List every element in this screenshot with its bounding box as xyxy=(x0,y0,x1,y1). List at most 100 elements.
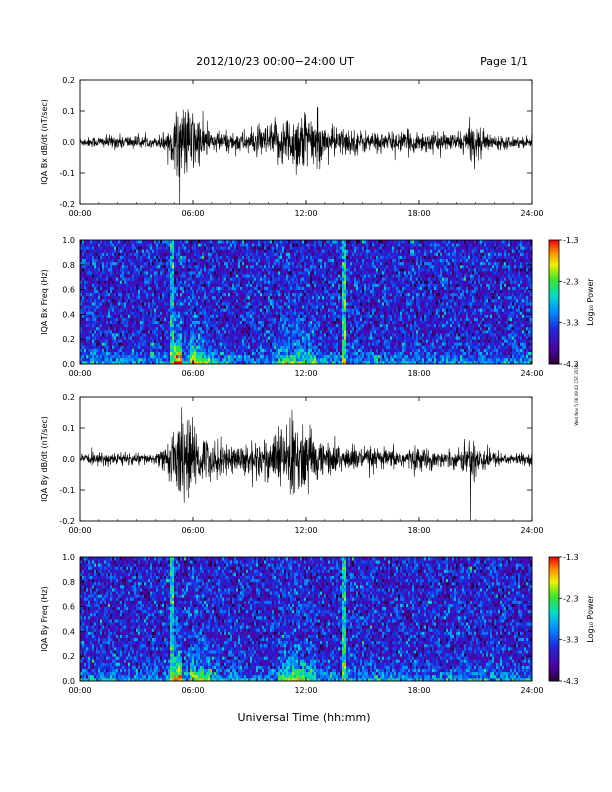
heatmap-cell xyxy=(206,360,209,365)
heatmap-cell xyxy=(156,326,159,331)
heatmap-cell xyxy=(196,264,199,269)
heatmap-cell xyxy=(128,314,131,318)
heatmap-cell xyxy=(150,292,153,297)
heatmap-cell xyxy=(200,339,203,343)
heatmap-cell xyxy=(202,267,205,272)
heatmap-cell xyxy=(154,271,157,275)
heatmap-cell xyxy=(138,292,141,297)
heatmap-cell xyxy=(168,339,171,343)
heatmap-cell xyxy=(90,317,93,321)
heatmap-cell xyxy=(92,280,95,284)
heatmap-cell xyxy=(166,295,169,300)
heatmap-cell xyxy=(88,289,91,294)
heatmap-cell xyxy=(126,289,129,294)
heatmap-cell xyxy=(174,308,177,312)
heatmap-cell xyxy=(92,246,95,250)
heatmap-cell xyxy=(172,255,175,259)
heatmap-cell xyxy=(116,311,119,315)
heatmap-cell xyxy=(104,292,107,297)
heatmap-cell xyxy=(184,261,187,266)
heatmap-cell xyxy=(102,274,105,278)
heatmap-cell xyxy=(112,280,115,284)
heatmap-cell xyxy=(186,351,189,356)
heatmap-cell xyxy=(108,317,111,321)
heatmap-cell xyxy=(94,271,97,275)
heatmap-cell xyxy=(160,354,163,359)
heatmap-cell xyxy=(178,289,181,294)
heatmap-cell xyxy=(110,258,113,263)
heatmap-cell xyxy=(166,348,169,352)
heatmap-cell xyxy=(134,329,137,334)
heatmap-cell xyxy=(182,240,185,244)
heatmap-cell xyxy=(148,255,151,259)
heatmap-cell xyxy=(162,255,165,259)
heatmap-cell xyxy=(84,360,87,365)
heatmap-cell xyxy=(128,246,131,250)
heatmap-cell xyxy=(174,351,177,356)
heatmap-cell xyxy=(140,333,143,337)
heatmap-cell xyxy=(140,326,143,331)
heatmap-cell xyxy=(198,305,201,309)
heatmap-cell xyxy=(86,271,89,275)
heatmap-cell xyxy=(112,311,115,315)
heatmap-cell xyxy=(190,339,193,343)
heatmap-cell xyxy=(194,274,197,278)
heatmap-cell xyxy=(114,240,117,244)
heatmap-cell xyxy=(192,252,195,256)
heatmap-cell xyxy=(116,286,119,290)
heatmap-cell xyxy=(108,274,111,278)
heatmap-cell xyxy=(124,261,127,266)
heatmap-cell xyxy=(90,298,93,303)
heatmap-cell xyxy=(142,339,145,343)
heatmap-cell xyxy=(190,261,193,266)
heatmap-cell xyxy=(192,295,195,300)
heatmap-cell xyxy=(126,329,129,334)
heatmap-cell xyxy=(158,240,161,244)
heatmap-cell xyxy=(154,317,157,321)
heatmap-cell xyxy=(170,274,173,278)
heatmap-cell xyxy=(122,295,125,300)
heatmap-cell xyxy=(126,326,129,331)
heatmap-cell xyxy=(158,333,161,337)
heatmap-cell xyxy=(154,295,157,300)
heatmap-cell xyxy=(144,317,147,321)
heatmap-cell xyxy=(126,252,129,256)
heatmap-cell xyxy=(92,252,95,256)
heatmap-cell xyxy=(192,249,195,253)
heatmap-cell xyxy=(174,292,177,297)
heatmap-cell xyxy=(134,302,137,306)
heatmap-cell xyxy=(158,264,161,269)
heatmap-cell xyxy=(82,255,85,259)
heatmap-cell xyxy=(102,314,105,318)
heatmap-cell xyxy=(104,277,107,281)
heatmap-cell xyxy=(142,329,145,334)
heatmap-cell xyxy=(106,292,109,297)
heatmap-cell xyxy=(144,286,147,290)
heatmap-cell xyxy=(170,329,173,334)
heatmap-cell xyxy=(156,277,159,281)
heatmap-cell xyxy=(104,255,107,259)
heatmap-cell xyxy=(126,249,129,253)
heatmap-cell xyxy=(166,286,169,290)
heatmap-cell xyxy=(200,323,203,328)
heatmap-cell xyxy=(80,292,83,297)
heatmap-cell xyxy=(164,323,167,328)
heatmap-cell xyxy=(156,258,159,263)
heatmap-cell xyxy=(124,292,127,297)
heatmap-cell xyxy=(124,351,127,356)
heatmap-cell xyxy=(164,342,167,346)
heatmap-cell xyxy=(80,351,83,356)
heatmap-cell xyxy=(180,274,183,278)
heatmap-cell xyxy=(138,255,141,259)
heatmap-cell xyxy=(174,283,177,287)
heatmap-cell xyxy=(134,308,137,312)
heatmap-cell xyxy=(104,351,107,356)
heatmap-cell xyxy=(188,308,191,312)
heatmap-cell xyxy=(128,305,131,309)
heatmap-cell xyxy=(112,329,115,334)
heatmap-cell xyxy=(200,305,203,309)
heatmap-cell xyxy=(188,271,191,275)
heatmap-cell xyxy=(204,320,207,325)
heatmap-cell xyxy=(128,240,131,244)
heatmap-cell xyxy=(136,326,139,331)
